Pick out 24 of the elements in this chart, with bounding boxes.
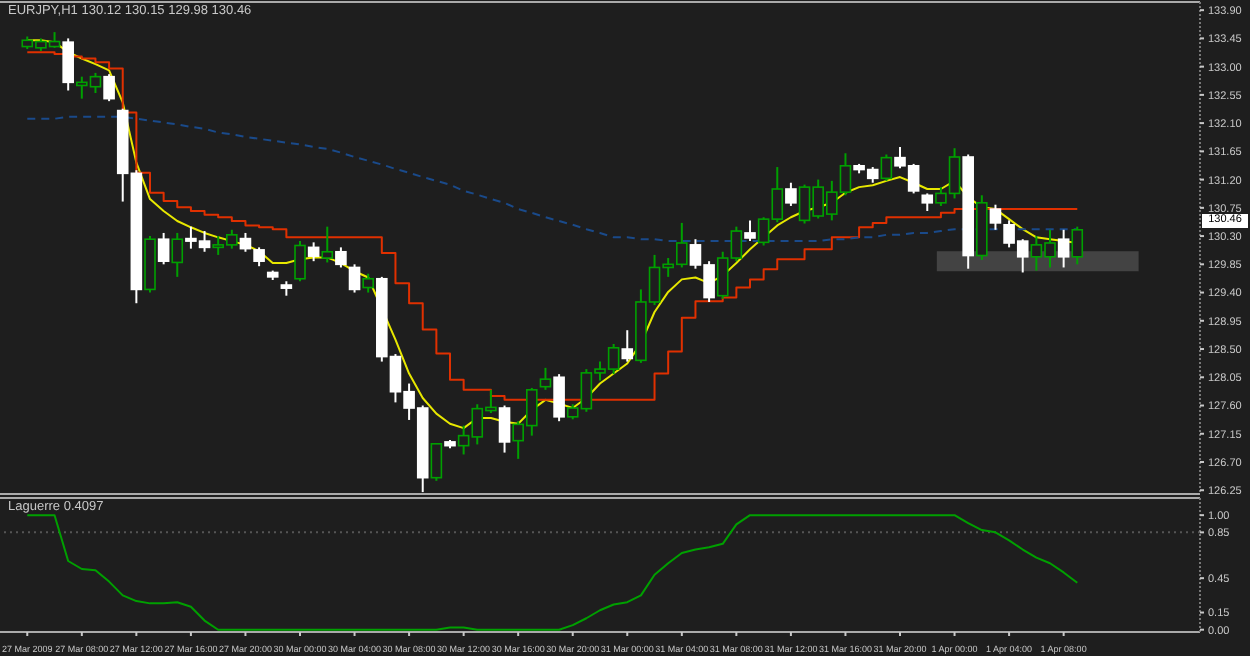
candlestick — [430, 442, 443, 482]
candlestick — [498, 404, 511, 454]
candlestick — [553, 373, 565, 423]
candlestick — [253, 246, 265, 268]
candlestick — [294, 240, 306, 283]
line-series — [26, 514, 1079, 631]
candlestick — [171, 231, 184, 278]
candlestick — [880, 153, 893, 182]
candlestick — [103, 73, 115, 103]
candlestick — [539, 366, 552, 391]
candlestick — [335, 246, 347, 269]
candlestick — [239, 231, 252, 253]
candlestick — [157, 231, 170, 266]
candlestick — [348, 263, 361, 294]
candlestick — [307, 241, 320, 263]
candlestick — [989, 203, 1002, 231]
candlestick — [62, 37, 74, 92]
candlestick — [785, 181, 797, 207]
candlestick — [1057, 228, 1070, 269]
candlestick — [321, 225, 334, 264]
candlestick — [621, 329, 634, 363]
candlestick — [1071, 225, 1084, 266]
candlestick — [744, 219, 756, 243]
candlestick — [362, 272, 374, 294]
